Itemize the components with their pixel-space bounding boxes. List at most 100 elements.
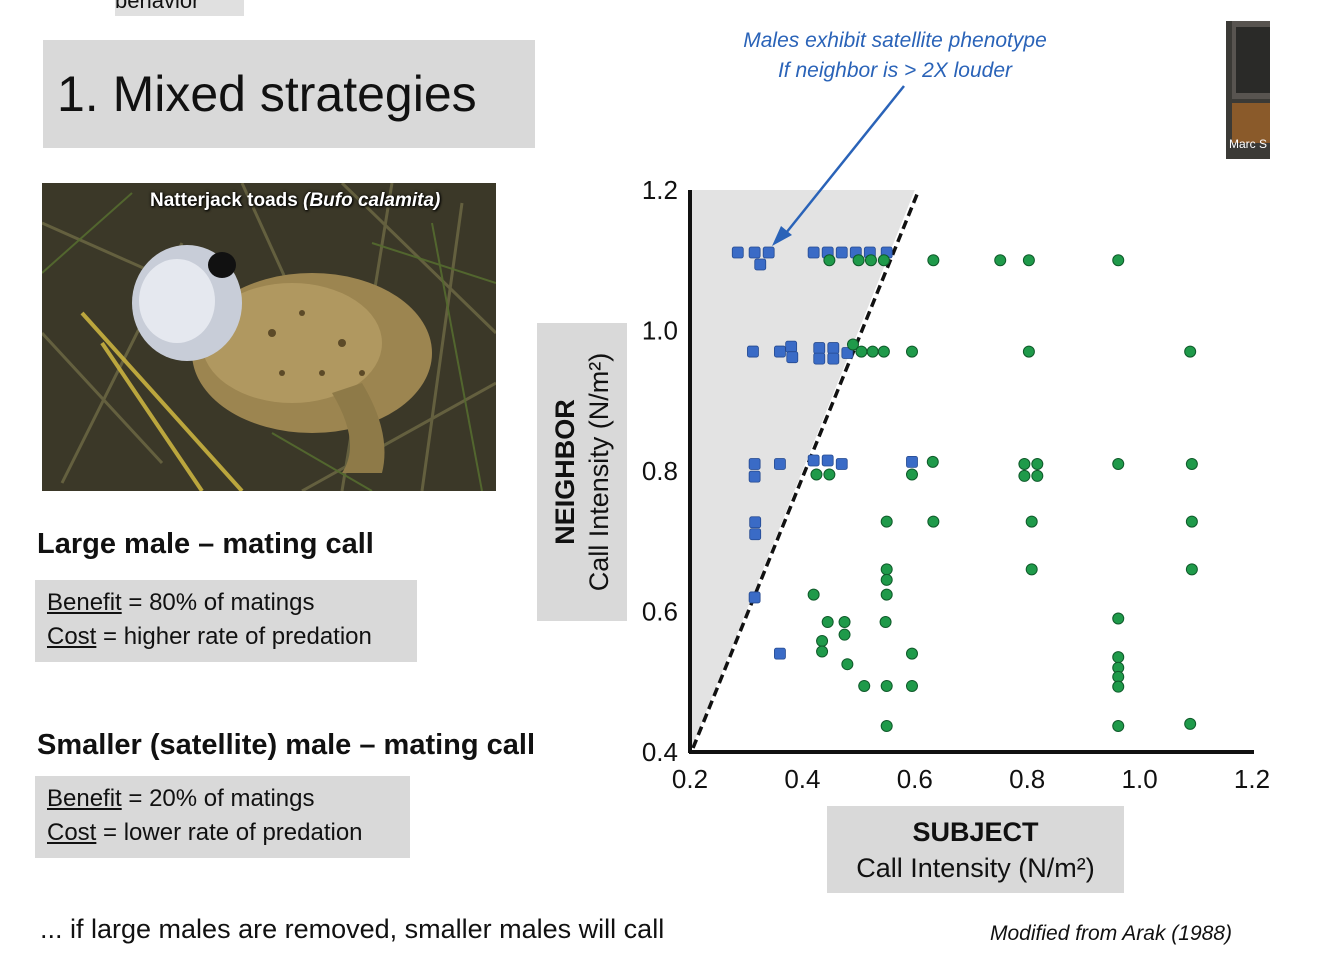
caller-point [1112,254,1125,267]
large-male-cost: Cost = higher rate of predation [47,620,405,654]
y-tick-label: 0.6 [642,597,678,627]
x-tick-label: 1.2 [1234,764,1270,794]
caller-point [1112,720,1125,733]
toad-photo [42,183,496,491]
annotation-line-2: If neighbor is > 2X louder [777,59,1013,82]
x-tick-label: 1.0 [1122,764,1158,794]
caller-point [880,515,893,528]
photo-caption: Natterjack toads (Bufo calamita) [150,190,440,212]
caller-point [1185,515,1198,528]
annotation-line-1: Males exhibit satellite phenotype [743,29,1047,52]
y-tick-label: 0.8 [642,456,678,486]
caller-point [880,720,893,733]
caller-point [994,254,1007,267]
caller-point [877,254,890,267]
participant-name: Marc S [1229,137,1268,151]
caller-point [1018,457,1031,470]
satellite-point [785,340,798,353]
slide-title-box: 1. Mixed strategies [43,40,535,148]
caller-point [905,647,918,660]
large-male-heading: Large male – mating call [37,528,374,560]
satellite-point [835,458,848,470]
satellite-point [813,352,826,365]
satellite-region [690,190,915,752]
source-citation: Modified from Arak (1988) [990,922,1232,945]
footer-text: ... if large males are removed, smaller … [40,914,665,944]
caller-point [905,468,918,481]
caller-point [838,616,851,629]
caller-point [880,679,893,692]
satellite-point [774,647,786,660]
annotation-arrow-line [785,85,905,234]
caller-point [852,254,865,267]
small-male-benefit: Benefit = 20% of matings [47,782,398,816]
y-tick-label: 1.0 [642,316,678,346]
caller-point [880,588,893,601]
slide-title: 1. Mixed strategies [57,66,477,122]
large-male-benefit: Benefit = 80% of matings [47,586,405,620]
x-axis-label-bold: SUBJECT [912,817,1039,847]
participant-video-thumbnail[interactable]: Marc S [1226,21,1270,159]
satellite-point [731,246,744,259]
caller-point [823,468,836,481]
caller-point [846,338,859,351]
small-male-cost: Cost = lower rate of predation [47,816,398,850]
caller-point [1022,345,1035,358]
x-axis-label-text: Call Intensity (N/m²) [856,853,1095,883]
small-male-box: Benefit = 20% of matings Cost = lower ra… [35,776,410,858]
satellite-point [747,345,759,358]
small-male-heading: Smaller (satellite) male – mating call [37,729,536,761]
satellite-point [835,246,848,259]
caller-point [1022,254,1035,267]
cost-text: = higher rate of predation [96,623,372,650]
caller-point [821,616,834,629]
x-axis-label-box: SUBJECT Call Intensity (N/m²) [827,806,1124,893]
caller-point [823,254,836,267]
satellite-point [748,591,761,604]
caller-point [905,345,918,358]
satellite-point [749,516,762,529]
satellite-point [762,246,775,259]
satellite-point [807,454,820,467]
annotation-arrowhead [772,226,792,246]
toad-illustration [42,183,496,491]
benefit-text: = 20% of matings [121,785,315,812]
caller-point [816,635,829,648]
satellite-point [841,347,854,359]
x-tick-label: 0.4 [784,764,820,794]
caller-point [1018,469,1031,482]
benefit-label: Benefit [47,589,122,616]
caller-point [927,254,940,267]
y-tick-label: 0.4 [642,737,678,767]
caller-point [905,679,918,692]
satellite-point [906,455,918,468]
satellite-point [813,342,826,354]
caller-point [866,345,879,358]
satellite-point [748,458,761,470]
satellite-point [748,470,761,483]
caller-point [880,563,893,576]
caller-point [1031,457,1044,470]
satellite-point [807,246,820,259]
top-strip-text: behavior [115,0,200,13]
caller-point [838,628,851,641]
satellite-point [748,246,761,259]
caller-point [1025,563,1038,576]
cost-label: Cost [47,623,97,650]
caller-point [926,455,939,468]
large-male-box: Benefit = 80% of matings Cost = higher r… [35,580,417,662]
satellite-point [786,351,799,364]
x-tick-label: 0.2 [672,764,708,794]
satellite-point [774,345,786,358]
caller-point [864,254,877,267]
satellite-point [821,454,834,467]
caller-point [879,616,892,629]
satellite-point [774,458,786,470]
cost-label: Cost [47,819,97,846]
caller-point [1185,563,1198,576]
caller-point [1031,469,1044,482]
satellite-point [827,342,840,354]
photo-caption-plain: Natterjack toads [150,190,304,211]
annotation: Males exhibit satellite phenotype If nei… [700,26,1090,86]
